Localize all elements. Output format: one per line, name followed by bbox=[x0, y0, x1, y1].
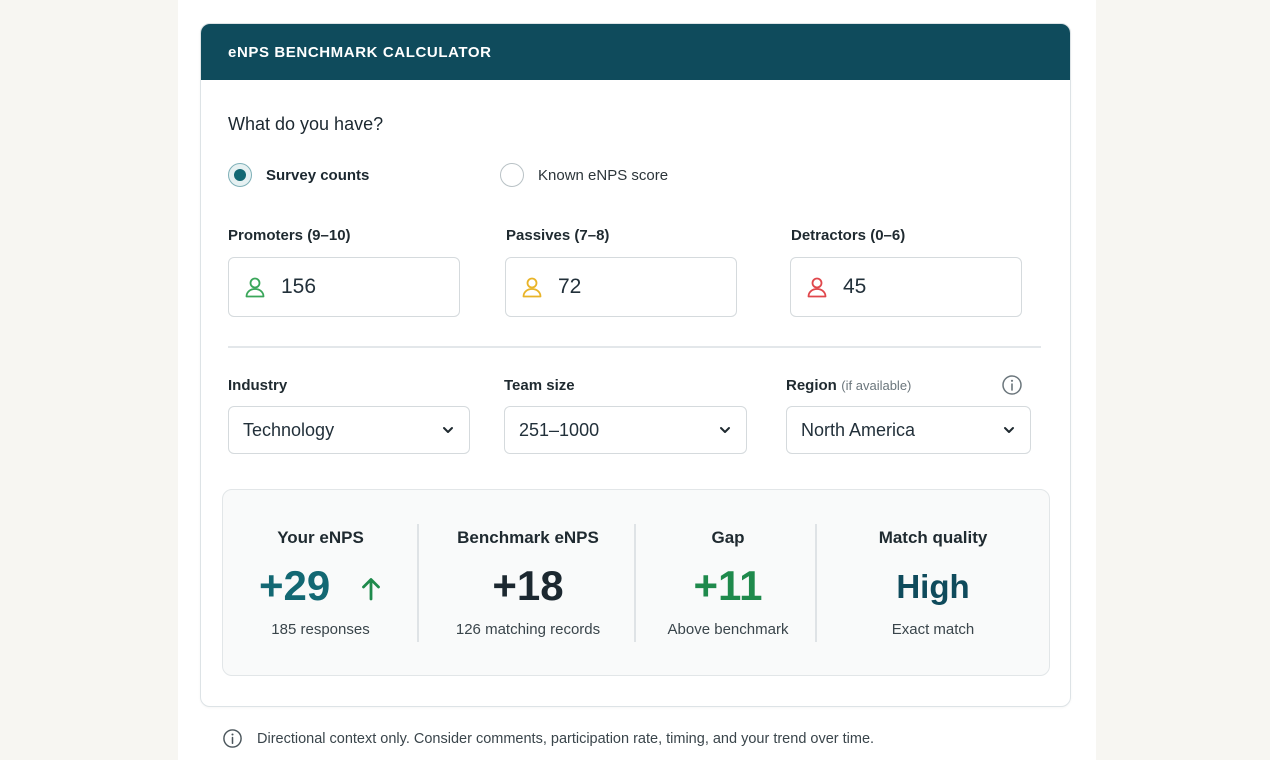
detractors-value: 45 bbox=[843, 275, 867, 298]
results-panel: Your eNPS +29 185 responses Benchmark eN… bbox=[222, 489, 1050, 676]
info-icon bbox=[223, 729, 242, 748]
benchmark-title: Benchmark eNPS bbox=[457, 528, 599, 547]
arrow-up-icon bbox=[362, 578, 380, 601]
passives-input[interactable]: 72 bbox=[505, 257, 737, 317]
team-size-label: Team size bbox=[504, 377, 575, 394]
region-label: Region bbox=[786, 377, 837, 394]
team-size-value: 251–1000 bbox=[519, 419, 600, 440]
industry-select[interactable]: Technology bbox=[228, 406, 470, 454]
detractors-input[interactable]: 45 bbox=[790, 257, 1022, 317]
chevron-down-icon bbox=[720, 427, 730, 433]
benchmark-sub: 126 matching records bbox=[455, 621, 601, 638]
info-icon[interactable] bbox=[1001, 374, 1023, 396]
gap-sub: Above benchmark bbox=[667, 621, 789, 638]
calculator-card: eNPS BENCHMARK CALCULATOR What do you ha… bbox=[200, 23, 1071, 707]
chevron-down-icon bbox=[443, 427, 453, 433]
card-header: eNPS BENCHMARK CALCULATOR bbox=[201, 24, 1070, 80]
benchmark-value: +18 bbox=[492, 562, 564, 609]
section-divider bbox=[228, 346, 1041, 348]
person-icon bbox=[522, 277, 542, 298]
industry-value: Technology bbox=[243, 419, 335, 440]
region-label-group: Region (if available) bbox=[786, 377, 911, 395]
person-icon bbox=[807, 277, 827, 298]
radio-label-known-enps: Known eNPS score bbox=[538, 166, 669, 184]
your-enps-title: Your eNPS bbox=[277, 528, 364, 547]
match-quality-sub: Exact match bbox=[891, 621, 975, 638]
gap-value: +11 bbox=[693, 562, 763, 609]
promoters-label: Promoters (9–10) bbox=[228, 227, 351, 244]
footnote-text: Directional context only. Consider comme… bbox=[257, 730, 875, 747]
match-quality-value: High bbox=[896, 568, 970, 605]
metric-divider bbox=[417, 524, 419, 642]
promoters-input[interactable]: 156 bbox=[228, 257, 460, 317]
radio-button-checked[interactable] bbox=[228, 163, 252, 187]
promoters-value: 156 bbox=[281, 275, 317, 298]
match-quality-title: Match quality bbox=[878, 528, 988, 547]
region-value: North America bbox=[801, 419, 916, 440]
radio-label-survey-counts: Survey counts bbox=[266, 166, 370, 184]
radio-known-enps[interactable]: Known eNPS score bbox=[500, 163, 668, 187]
person-icon bbox=[245, 277, 265, 298]
match-quality-metric: Match quality High Exact match bbox=[823, 490, 1043, 677]
detractors-label: Detractors (0–6) bbox=[791, 227, 906, 244]
passives-value: 72 bbox=[558, 275, 582, 298]
footnote: Directional context only. Consider comme… bbox=[222, 728, 874, 749]
industry-label: Industry bbox=[228, 377, 288, 394]
input-mode-question: What do you have? bbox=[228, 114, 384, 134]
your-enps-value: +29 bbox=[259, 562, 331, 609]
region-sublabel: (if available) bbox=[841, 378, 912, 393]
passives-label: Passives (7–8) bbox=[506, 227, 610, 244]
radio-survey-counts[interactable]: Survey counts bbox=[228, 163, 369, 187]
metric-divider bbox=[815, 524, 817, 642]
card-title: eNPS BENCHMARK CALCULATOR bbox=[228, 43, 492, 61]
region-select[interactable]: North America bbox=[786, 406, 1031, 454]
your-enps-metric: Your eNPS +29 185 responses bbox=[223, 490, 418, 677]
gap-title: Gap bbox=[711, 528, 745, 547]
team-size-select[interactable]: 251–1000 bbox=[504, 406, 747, 454]
benchmark-metric: Benchmark eNPS +18 126 matching records bbox=[418, 490, 638, 677]
radio-button-unchecked[interactable] bbox=[500, 163, 524, 187]
your-enps-value-row: +29 bbox=[223, 562, 418, 610]
gap-metric: Gap +11 Above benchmark bbox=[633, 490, 823, 677]
your-enps-sub: 185 responses bbox=[271, 621, 370, 638]
metric-divider bbox=[634, 524, 636, 642]
chevron-down-icon bbox=[1004, 427, 1014, 433]
